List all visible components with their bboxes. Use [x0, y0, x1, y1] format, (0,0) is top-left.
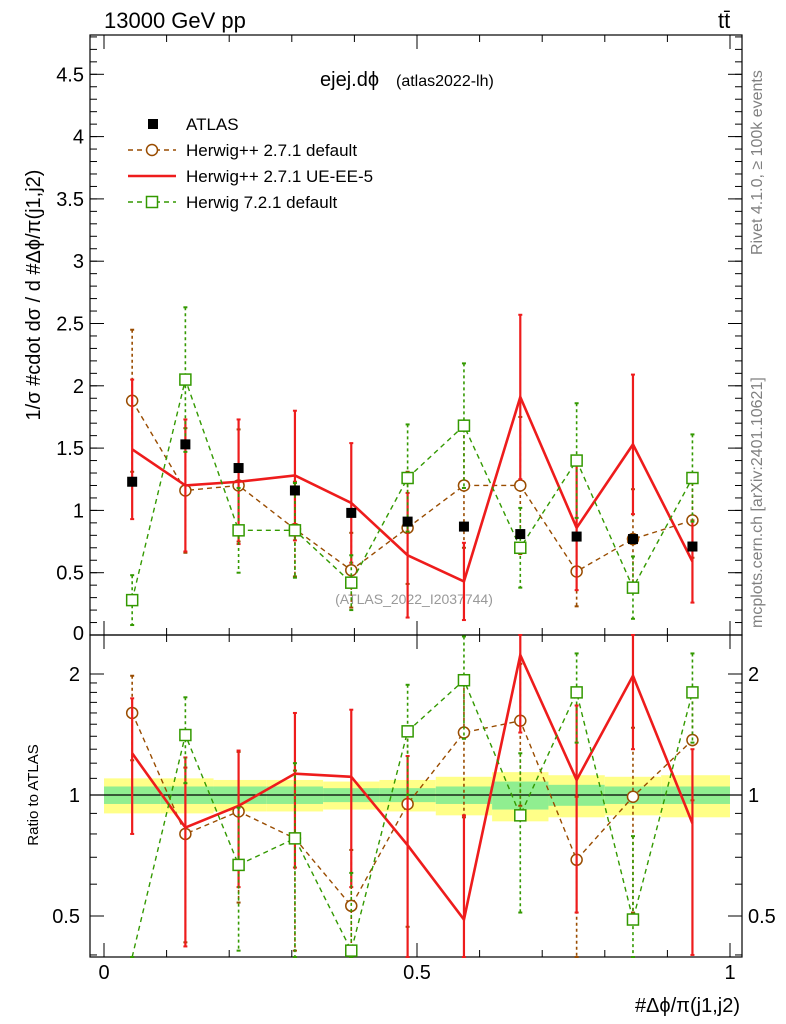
ratio-line	[131, 650, 694, 923]
ratio-point	[626, 913, 640, 926]
axes: 0 0.5 1 0.5 1 1.5 2 2.5 3 3.5 4 4.5 0 0.5 0.5 1 1 2 2	[52, 35, 776, 984]
data-point	[627, 534, 638, 545]
x-tick-label: 0.5	[403, 962, 431, 984]
ratio-series-layer	[125, 634, 699, 958]
ratio-tick-label: 2	[69, 664, 80, 686]
ratio-tick-label: 1	[748, 785, 759, 807]
data-point	[232, 524, 245, 537]
y-tick-label: 4	[73, 127, 84, 149]
legend-marker	[145, 195, 159, 209]
x-tick-label: 0	[98, 962, 109, 984]
main-ylabel: 1/σ #cdot dσ / d #Δϕ/π(j1,j2)	[23, 170, 45, 421]
data-point	[288, 524, 302, 537]
mcplots-label: mcplots.cern.ch [arXiv:2401.10621]	[749, 377, 766, 628]
y-tick-label: 4.5	[56, 64, 84, 86]
series-line	[131, 377, 694, 601]
rivet-label: Rivet 4.1.0, ≥ 100k events	[749, 70, 766, 255]
ratio-line	[131, 679, 694, 958]
ratio-point	[401, 725, 414, 738]
y-tick-label: 1	[73, 500, 84, 522]
plot-title: ejej.dϕ	[320, 69, 379, 91]
ratio-point	[457, 673, 471, 687]
data-point	[514, 479, 527, 492]
data-point	[402, 516, 413, 527]
y-tick-label: 3.5	[56, 189, 84, 211]
ratio-tick-label: 1	[69, 785, 80, 807]
beam-label: 13000 GeV pp	[104, 8, 246, 33]
data-point	[180, 439, 191, 450]
data-point	[289, 485, 300, 496]
data-point	[458, 521, 469, 532]
series-layer	[125, 306, 699, 627]
data-point	[233, 463, 244, 474]
data-point	[570, 454, 583, 467]
legend-marker	[148, 119, 158, 129]
series-herwig-7-2-1-default	[125, 306, 699, 627]
ratio-tick-label: 2	[748, 664, 759, 686]
legend-entry: Herwig++ 2.7.1 default	[128, 141, 357, 160]
watermark: (ATLAS_2022_I2037744)	[335, 591, 493, 607]
legend-entry: Herwig++ 2.7.1 UE-EE-5	[128, 167, 373, 186]
legend: ATLAS Herwig++ 2.7.1 default Herwig++ 2.7.…	[128, 115, 373, 212]
series-line	[131, 393, 694, 584]
data-point	[514, 541, 527, 555]
ratio-point	[626, 790, 640, 804]
legend-label: ATLAS	[186, 115, 239, 134]
data-point	[401, 471, 414, 485]
ratio-point	[232, 858, 245, 872]
ratio-point	[514, 809, 527, 822]
y-tick-label: 2	[73, 376, 84, 398]
y-tick-label: 2.5	[56, 314, 84, 336]
ratio-point	[179, 728, 192, 742]
ratio-plot-frame	[89, 634, 743, 958]
legend-label: Herwig++ 2.7.1 default	[186, 141, 357, 160]
legend-label: Herwig++ 2.7.1 UE-EE-5	[186, 167, 373, 186]
series-herwig-2-7-1-default	[125, 328, 699, 609]
ratio-point	[570, 686, 583, 699]
series-herwig-2-7-1-ue-ee-5	[130, 313, 695, 622]
data-point	[345, 576, 358, 589]
data-point	[686, 471, 699, 485]
xlabel: #Δϕ/π(j1,j2)	[635, 995, 740, 1017]
ratio-point	[288, 832, 302, 845]
series-atlas	[127, 439, 698, 552]
plot-subtitle: (atlas2022-lh)	[396, 73, 494, 90]
data-point	[515, 529, 526, 540]
y-tick-label: 0	[73, 623, 84, 645]
y-tick-label: 0.5	[56, 563, 84, 585]
legend-marker	[145, 143, 159, 157]
ratio-ylabel: Ratio to ATLAS	[25, 744, 42, 845]
legend-label: Herwig 7.2.1 default	[186, 193, 337, 212]
process-label: tt̄	[718, 8, 730, 33]
y-tick-label: 1.5	[56, 438, 84, 460]
ratio-point	[345, 944, 358, 957]
data-point	[687, 541, 698, 552]
data-point	[626, 581, 640, 594]
data-point	[179, 373, 192, 386]
series-line	[131, 400, 693, 573]
legend-entry: Herwig 7.2.1 default	[128, 193, 337, 212]
data-point	[571, 531, 582, 542]
ratio-point	[686, 686, 699, 699]
ratio-tick-label: 0.5	[748, 906, 776, 928]
data-point	[125, 593, 139, 607]
ratio-series-herwig-7-2-1-default	[130, 635, 699, 958]
legend-entry: ATLAS	[148, 115, 239, 134]
data-point	[127, 476, 138, 487]
y-tick-label: 3	[73, 251, 84, 273]
data-point	[457, 419, 471, 432]
x-tick-label: 1	[724, 962, 735, 984]
ratio-tick-label: 0.5	[52, 906, 80, 928]
ratio-line	[131, 712, 693, 908]
data-point	[346, 507, 357, 518]
